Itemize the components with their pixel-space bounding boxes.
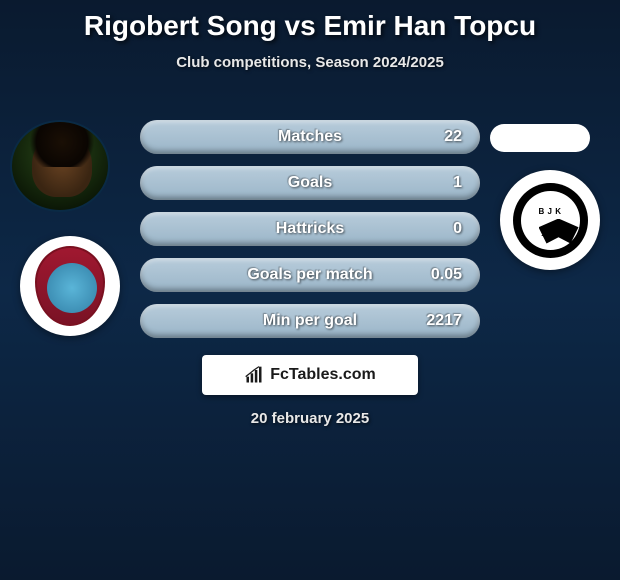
player1-club-logo	[20, 236, 120, 336]
stat-value: 0	[453, 220, 462, 238]
stat-row-goals: Goals 1	[140, 166, 480, 200]
stats-list: Matches 22 Goals 1 Hattricks 0 Goals per…	[140, 120, 480, 350]
stat-value: 22	[444, 128, 462, 146]
trabzonspor-badge-icon	[35, 246, 105, 326]
besiktas-inner-circle: B J K 1903	[521, 191, 580, 250]
footer-brand-text: FcTables.com	[270, 366, 376, 384]
stat-label: Hattricks	[276, 220, 344, 238]
stat-row-hattricks: Hattricks 0	[140, 212, 480, 246]
player2-photo	[490, 124, 590, 152]
besiktas-year: 1903	[521, 229, 580, 238]
subtitle: Club competitions, Season 2024/2025	[0, 54, 620, 71]
stat-value: 1	[453, 174, 462, 192]
page-title: Rigobert Song vs Emir Han Topcu	[0, 0, 620, 42]
comparison-date: 20 february 2025	[0, 410, 620, 427]
player1-photo	[10, 120, 110, 212]
comparison-card: Rigobert Song vs Emir Han Topcu Club com…	[0, 0, 620, 580]
stat-value: 0.05	[431, 266, 462, 284]
fctables-link[interactable]: FcTables.com	[202, 355, 418, 395]
stat-row-goals-per-match: Goals per match 0.05	[140, 258, 480, 292]
player2-club-logo: B J K 1903	[500, 170, 600, 270]
stat-label: Min per goal	[263, 312, 357, 330]
stat-label: Goals	[288, 174, 332, 192]
besiktas-badge-icon: B J K 1903	[513, 183, 588, 258]
player1-face	[32, 132, 92, 197]
stat-row-min-per-goal: Min per goal 2217	[140, 304, 480, 338]
besiktas-initials: B J K	[521, 207, 580, 216]
stat-label: Goals per match	[247, 266, 372, 284]
chart-icon	[244, 365, 264, 385]
stat-row-matches: Matches 22	[140, 120, 480, 154]
stat-value: 2217	[426, 312, 462, 330]
stat-label: Matches	[278, 128, 342, 146]
